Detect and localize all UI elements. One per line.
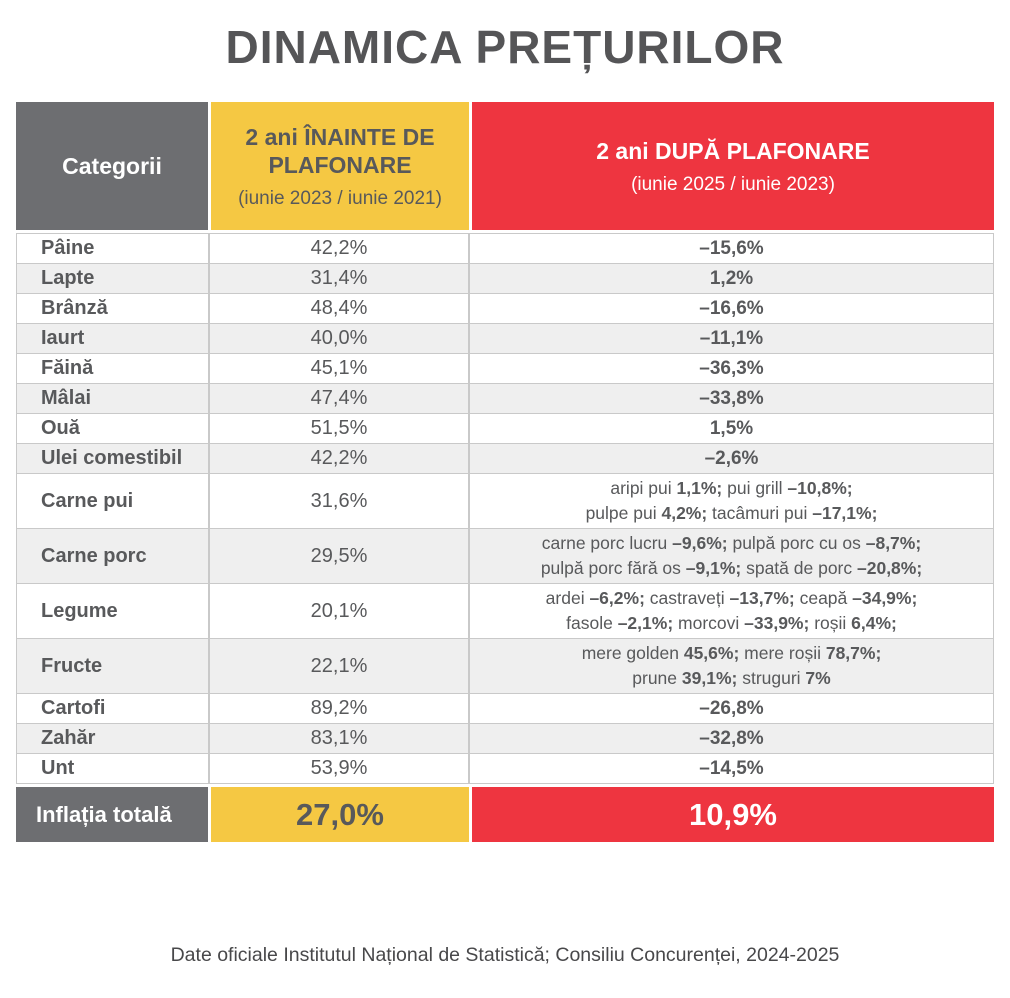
category-cell: Unt [17, 754, 208, 783]
before-value-cell: 31,4% [210, 264, 468, 293]
after-value-cell: 1,2% [470, 264, 993, 293]
table-row: Unt 53,9% –14,5% [17, 753, 993, 783]
table-row: Carne pui 31,6% aripi pui 1,1%; pui grill … [17, 473, 993, 528]
table-row: Zahăr 83,1% –32,8% [17, 723, 993, 753]
after-detail-line: fasole –2,1%; morcovi –33,9%; roșii 6,4%… [566, 613, 897, 633]
header-after-cap: 2 ani DUPĂ PLAFONARE (iunie 2025 / iunie… [472, 102, 994, 230]
table-row: Cartofi 89,2% –26,8% [17, 693, 993, 723]
category-cell: Pâine [17, 234, 208, 263]
header-after-subtitle: (iunie 2025 / iunie 2023) [631, 173, 835, 195]
after-value-cell: –26,8% [470, 694, 993, 723]
after-value-cell: –11,1% [470, 324, 993, 353]
before-value-cell: 42,2% [210, 234, 468, 263]
after-value-cell: aripi pui 1,1%; pui grill –10,8%; pulpe p… [470, 474, 993, 528]
after-value-cell: –2,6% [470, 444, 993, 473]
price-dynamics-table: Categorii 2 ani ÎNAINTE DE PLAFONARE (iu… [16, 102, 994, 842]
header-before-cap: 2 ani ÎNAINTE DE PLAFONARE (iunie 2023 /… [211, 102, 469, 230]
before-value-cell: 29,5% [210, 529, 468, 583]
category-cell: Legume [17, 584, 208, 638]
after-value-cell: –33,8% [470, 384, 993, 413]
header-categories: Categorii [16, 102, 208, 230]
header-after-title: 2 ani DUPĂ PLAFONARE [596, 137, 870, 164]
before-value-cell: 89,2% [210, 694, 468, 723]
after-detail-line: ardei –6,2%; castraveți –13,7%; ceapă –3… [545, 588, 918, 608]
after-value-cell: 1,5% [470, 414, 993, 443]
table-row: Lapte 31,4% 1,2% [17, 263, 993, 293]
total-before-value: 27,0% [211, 787, 469, 842]
table-row: Legume 20,1% ardei –6,2%; castraveți –13,7… [17, 583, 993, 638]
table-row: Carne porc 29,5% carne porc lucru –9,6%; p… [17, 528, 993, 583]
category-cell: Iaurt [17, 324, 208, 353]
before-value-cell: 22,1% [210, 639, 468, 693]
total-label: Inflația totală [16, 787, 208, 842]
category-cell: Brânză [17, 294, 208, 323]
total-after-value: 10,9% [472, 787, 994, 842]
before-value-cell: 53,9% [210, 754, 468, 783]
table-header-row: Categorii 2 ani ÎNAINTE DE PLAFONARE (iu… [16, 102, 994, 230]
source-note: Date oficiale Institutul Național de Sta… [170, 944, 840, 966]
table-row: Ouă 51,5% 1,5% [17, 413, 993, 443]
category-cell: Zahăr [17, 724, 208, 753]
before-value-cell: 31,6% [210, 474, 468, 528]
table-row: Pâine 42,2% –15,6% [17, 234, 993, 263]
after-value-cell: ardei –6,2%; castraveți –13,7%; ceapă –3… [470, 584, 993, 638]
before-value-cell: 48,4% [210, 294, 468, 323]
total-row: Inflația totală 27,0% 10,9% [16, 787, 994, 842]
after-detail-line: aripi pui 1,1%; pui grill –10,8%; [610, 478, 853, 498]
before-value-cell: 45,1% [210, 354, 468, 383]
category-cell: Carne porc [17, 529, 208, 583]
category-cell: Fructe [17, 639, 208, 693]
header-before-subtitle: (iunie 2023 / iunie 2021) [238, 187, 442, 209]
after-value-cell: mere golden 45,6%; mere roșii 78,7%; prun… [470, 639, 993, 693]
after-detail-line: mere golden 45,6%; mere roșii 78,7%; [581, 643, 882, 663]
table-row: Fructe 22,1% mere golden 45,6%; mere roșii… [17, 638, 993, 693]
category-cell: Carne pui [17, 474, 208, 528]
after-detail-line: pulpă porc fără os –9,1%; spată de porc … [540, 558, 923, 578]
category-cell: Făină [17, 354, 208, 383]
category-cell: Mâlai [17, 384, 208, 413]
category-cell: Ouă [17, 414, 208, 443]
after-value-cell: –16,6% [470, 294, 993, 323]
table-row: Brânză 48,4% –16,6% [17, 293, 993, 323]
before-value-cell: 42,2% [210, 444, 468, 473]
table-row: Făină 45,1% –36,3% [17, 353, 993, 383]
after-detail-line: carne porc lucru –9,6%; pulpă porc cu os… [541, 533, 922, 553]
before-value-cell: 47,4% [210, 384, 468, 413]
category-cell: Lapte [17, 264, 208, 293]
before-value-cell: 40,0% [210, 324, 468, 353]
table-row: Ulei comestibil 42,2% –2,6% [17, 443, 993, 473]
after-detail-line: prune 39,1%; struguri 7% [632, 668, 831, 688]
table-body: Pâine 42,2% –15,6% Lapte 31,4% 1,2% Brânză 48,4… [16, 233, 994, 784]
before-value-cell: 51,5% [210, 414, 468, 443]
table-row: Iaurt 40,0% –11,1% [17, 323, 993, 353]
after-value-cell: –36,3% [470, 354, 993, 383]
category-cell: Cartofi [17, 694, 208, 723]
after-value-cell: carne porc lucru –9,6%; pulpă porc cu os… [470, 529, 993, 583]
table-row: Mâlai 47,4% –33,8% [17, 383, 993, 413]
after-value-cell: –32,8% [470, 724, 993, 753]
after-value-cell: –14,5% [470, 754, 993, 783]
before-value-cell: 20,1% [210, 584, 468, 638]
category-cell: Ulei comestibil [17, 444, 208, 473]
header-before-title: 2 ani ÎNAINTE DE PLAFONARE [245, 123, 435, 178]
after-detail-line: pulpe pui 4,2%; tacâmuri pui –17,1%; [585, 503, 878, 523]
page-title: DINAMICA PREȚURILOR [225, 21, 785, 73]
after-value-cell: –15,6% [470, 234, 993, 263]
before-value-cell: 83,1% [210, 724, 468, 753]
